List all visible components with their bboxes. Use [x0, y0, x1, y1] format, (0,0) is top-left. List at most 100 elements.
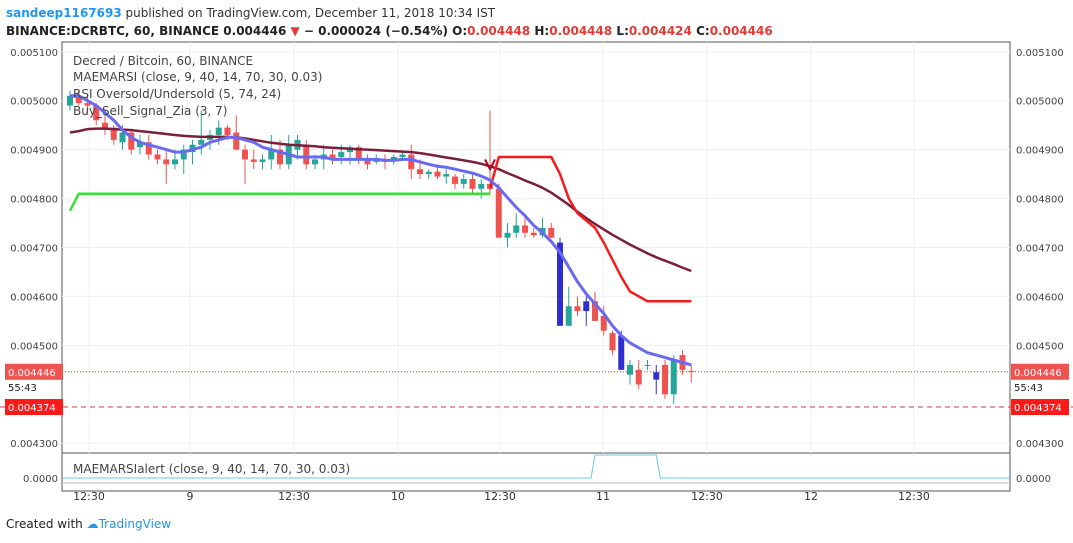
- candle-body: [154, 154, 161, 160]
- candle: [653, 364, 660, 395]
- candle: [128, 130, 135, 155]
- author-name[interactable]: sandeep1167693: [6, 6, 122, 20]
- y-tick-label: 0.005000: [10, 97, 58, 108]
- candle-body: [250, 159, 257, 162]
- y-tick-label: 0.004500: [10, 341, 58, 352]
- candle-body: [504, 232, 511, 238]
- level-tag-left-bg: [5, 399, 63, 416]
- level-tag-left: 0.004374: [5, 399, 63, 416]
- candle-body: [618, 335, 625, 370]
- candle-body: [242, 149, 248, 160]
- candle: [662, 360, 668, 400]
- candle-body: [119, 132, 126, 143]
- countdown-tag-right: 55:43: [1011, 380, 1047, 395]
- candle-body: [434, 171, 441, 177]
- legend-indicator-signal[interactable]: Buy_Sell_Signal_Zia (3, 7): [73, 104, 228, 118]
- candle-body: [662, 364, 668, 395]
- candle-body: [137, 142, 143, 148]
- candle-body: [592, 301, 598, 321]
- legend-indicator-rsi[interactable]: RSI Oversold/Undersold (5, 74, 24): [73, 87, 282, 101]
- candles[interactable]: [67, 90, 695, 405]
- candle-body: [145, 142, 152, 155]
- candle-body: [259, 159, 266, 162]
- candle-body: [224, 127, 231, 135]
- high-value: 0.004448: [549, 24, 613, 38]
- y-tick-label: 0.004900: [1016, 146, 1064, 157]
- candle-body: [198, 139, 205, 145]
- candle: [688, 364, 695, 383]
- last-price-tag-left-text: 0.004446: [8, 368, 56, 379]
- countdown-tag-right-bg: [1011, 380, 1047, 395]
- countdown-tag-left-text: 55:43: [8, 383, 37, 394]
- legend-alert-indicator[interactable]: MAEMARSIalert (close, 9, 40, 14, 70, 30,…: [73, 462, 351, 476]
- x-axis: 12:30 9 12:30 10 12:30 11 12:30 12 12:30: [73, 490, 930, 503]
- candle-body: [443, 174, 450, 177]
- candle-body: [452, 176, 458, 184]
- candle: [443, 169, 450, 184]
- signal-red-line: [488, 155, 692, 303]
- symbol-line: BINANCE:DCRBTC, 60, BINANCE: [6, 24, 220, 38]
- candle: [355, 144, 362, 165]
- legend-indicator-maemarsi[interactable]: MAEMARSI (close, 9, 40, 14, 70, 30, 0.03…: [73, 70, 323, 84]
- published-text: published on TradingView.com, December 1…: [125, 6, 496, 20]
- publish-line: sandeep1167693 published on TradingView.…: [6, 4, 773, 22]
- candle-body: [417, 169, 423, 175]
- candle-body: [460, 179, 467, 184]
- last-price-tag-right-text: 0.004446: [1014, 368, 1062, 379]
- candle: [364, 154, 371, 170]
- candle-body: [653, 372, 660, 380]
- y-tick-label: 0.004600: [10, 292, 58, 303]
- y-tick-label: 0.004600: [1016, 292, 1064, 303]
- candle: [67, 90, 73, 111]
- candle: [670, 355, 677, 405]
- chart-frame: [61, 41, 1011, 492]
- alert-line: [62, 454, 1010, 479]
- candle: [495, 183, 502, 238]
- open-value: 0.004448: [467, 24, 531, 38]
- candle-body: [93, 105, 100, 121]
- y-tick-label: 0.004800: [10, 195, 58, 206]
- candle-body: [355, 147, 362, 160]
- candle: [250, 149, 257, 170]
- candle-body: [530, 232, 537, 236]
- candle-body: [338, 152, 345, 157]
- level-tag-right-bg: [1011, 399, 1069, 416]
- tradingview-logo-icon: ☁: [86, 517, 99, 531]
- last-price-tag-left: 0.004446: [5, 363, 63, 380]
- candle-body: [609, 333, 616, 351]
- candle-body: [548, 227, 555, 238]
- y-tick-label: 0.004300: [1016, 439, 1064, 450]
- candle-body: [268, 149, 275, 160]
- candle-body: [110, 127, 117, 140]
- created-with-text: Created with: [6, 517, 83, 531]
- candle-body: [128, 132, 135, 150]
- footer: Created with ☁TradingView: [6, 517, 171, 531]
- candle-body: [522, 225, 528, 233]
- candle-body: [399, 154, 406, 157]
- signal-green-line: [68, 192, 490, 212]
- candle-body: [557, 242, 563, 326]
- candle-body: [513, 225, 520, 233]
- candle-body: [469, 179, 476, 189]
- candle-body: [688, 370, 695, 372]
- candle: [583, 296, 590, 326]
- candle-body: [180, 149, 187, 160]
- ohlc-line: BINANCE:DCRBTC, 60, BINANCE 0.004446 ▼ −…: [6, 24, 773, 38]
- candle-body: [478, 183, 485, 189]
- candle: [478, 179, 485, 199]
- candle: [644, 360, 651, 370]
- indicator-lines: [68, 94, 692, 367]
- tradingview-brand[interactable]: TradingView: [98, 517, 172, 531]
- candle-body: [635, 369, 642, 385]
- candle: [233, 115, 240, 150]
- candle-body: [583, 301, 590, 312]
- gridlines: [62, 42, 1010, 453]
- candle-body: [600, 316, 607, 331]
- candle: [548, 223, 555, 238]
- candle: [592, 291, 598, 321]
- candle-body: [627, 364, 633, 375]
- candle-body: [574, 306, 581, 312]
- candle-body: [84, 103, 91, 106]
- reference-lines: [0, 371, 1073, 408]
